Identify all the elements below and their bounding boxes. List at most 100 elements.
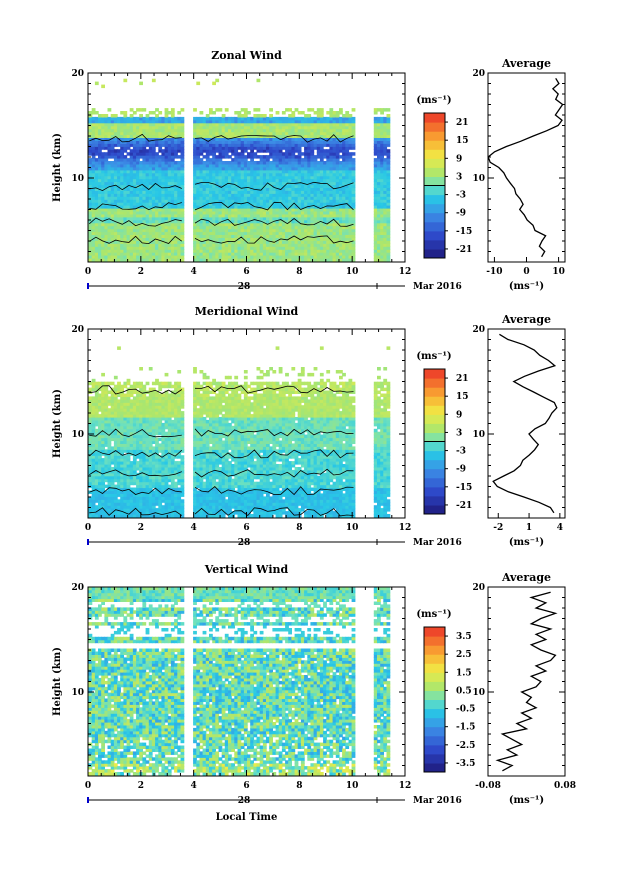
heatmap-cell: [161, 131, 166, 136]
heatmap-cell: [342, 163, 346, 168]
heatmap-cell: [215, 196, 220, 200]
heatmap-cell: [209, 137, 213, 141]
heatmap-cell: [170, 228, 175, 233]
heatmap-cell: [377, 202, 381, 206]
heatmap-cell: [94, 199, 99, 203]
heatmap-cell: [107, 455, 112, 459]
heatmap-cell: [88, 181, 93, 186]
heatmap-cell: [253, 178, 258, 183]
heatmap-cell: [129, 131, 134, 136]
heatmap-cell: [139, 131, 143, 136]
heatmap-cell: [332, 202, 337, 206]
heatmap-cell: [123, 213, 128, 218]
heatmap-cell: [180, 175, 185, 180]
heatmap-cell: [259, 213, 264, 218]
heatmap-cell: [329, 225, 334, 230]
heatmap-cell: [335, 211, 340, 215]
heatmap-cell: [373, 205, 378, 209]
heatmap-cell: [221, 237, 226, 241]
heatmap-cell: [278, 166, 283, 171]
heatmap-cell: [332, 228, 337, 233]
heatmap-cell: [342, 219, 346, 224]
heatmap-cell: [180, 158, 185, 162]
heatmap-cell: [319, 237, 324, 241]
colorbar-tick-label: 9: [456, 154, 462, 164]
heatmap-cell: [158, 243, 163, 247]
heatmap-cell: [278, 240, 283, 244]
heatmap-cell: [218, 208, 223, 212]
heatmap-cell: [117, 211, 121, 215]
heatmap-cell: [272, 149, 277, 153]
heatmap-cell: [231, 199, 235, 203]
heatmap-cell: [164, 205, 169, 209]
heatmap-cell: [278, 172, 283, 177]
heatmap-cell: [339, 187, 343, 191]
heatmap-cell: [98, 511, 102, 515]
heatmap-cell: [345, 243, 350, 247]
heatmap-cell: [94, 481, 99, 486]
heatmap-cell: [319, 108, 324, 112]
heatmap-cell: [193, 169, 197, 174]
heatmap-cell: [126, 219, 131, 224]
heatmap-cell: [326, 228, 331, 233]
heatmap-cell: [326, 255, 331, 259]
heatmap-cell: [326, 208, 331, 212]
heatmap-cell: [253, 222, 258, 227]
heatmap-cell: [170, 231, 175, 235]
heatmap-cell: [113, 487, 118, 491]
heatmap-cell: [323, 169, 327, 174]
heatmap-cell: [342, 205, 346, 209]
heatmap-cell: [243, 196, 248, 200]
heatmap-cell: [196, 258, 201, 262]
heatmap-cell: [259, 193, 264, 197]
heatmap-cell: [294, 231, 299, 235]
heatmap-cell: [215, 131, 220, 136]
heatmap-cell: [104, 508, 109, 512]
heatmap-cell: [307, 143, 312, 147]
heatmap-cell: [329, 252, 334, 256]
heatmap-cell: [167, 161, 172, 165]
heatmap-cell: [247, 134, 251, 138]
heatmap-cell: [88, 414, 93, 418]
heatmap-cell: [348, 213, 353, 218]
heatmap-cell: [167, 155, 172, 159]
heatmap-cell: [199, 222, 204, 227]
heatmap-cell: [228, 149, 232, 153]
heatmap-cell: [256, 211, 261, 215]
heatmap-cell: [101, 472, 105, 477]
heatmap-cell: [377, 181, 381, 186]
heatmap-cell: [377, 166, 381, 171]
heatmap-cell: [139, 128, 143, 133]
heatmap-cell: [300, 246, 305, 250]
heatmap-cell: [383, 196, 388, 200]
heatmap-cell: [180, 184, 185, 188]
heatmap-cell: [215, 187, 220, 191]
heatmap-cell: [326, 143, 331, 147]
heatmap-cell: [323, 187, 327, 191]
heatmap-cell: [167, 169, 172, 174]
heatmap-cell: [313, 158, 318, 162]
heatmap-cell: [297, 175, 302, 180]
heatmap-cell: [240, 219, 245, 224]
heatmap-cell: [351, 252, 356, 256]
heatmap-cell: [107, 172, 112, 177]
heatmap-cell: [98, 158, 102, 162]
heatmap-cell: [88, 131, 93, 136]
heatmap-cell: [202, 213, 207, 218]
heatmap-cell: [345, 163, 350, 168]
heatmap-cell: [269, 255, 273, 259]
heatmap-cell: [94, 158, 99, 162]
heatmap-cell: [272, 146, 277, 150]
heatmap-cell: [294, 234, 299, 238]
heatmap-cell: [373, 225, 378, 230]
heatmap-cell: [164, 219, 169, 224]
heatmap-cell: [161, 243, 166, 247]
heatmap-cell: [250, 216, 254, 221]
heatmap-cell: [101, 137, 105, 141]
heatmap-cell: [351, 119, 356, 124]
heatmap-cell: [335, 193, 340, 197]
heatmap-cell: [91, 211, 96, 215]
heatmap-cell: [237, 181, 242, 186]
heatmap-cell: [126, 246, 131, 250]
heatmap-cell: [110, 252, 115, 256]
